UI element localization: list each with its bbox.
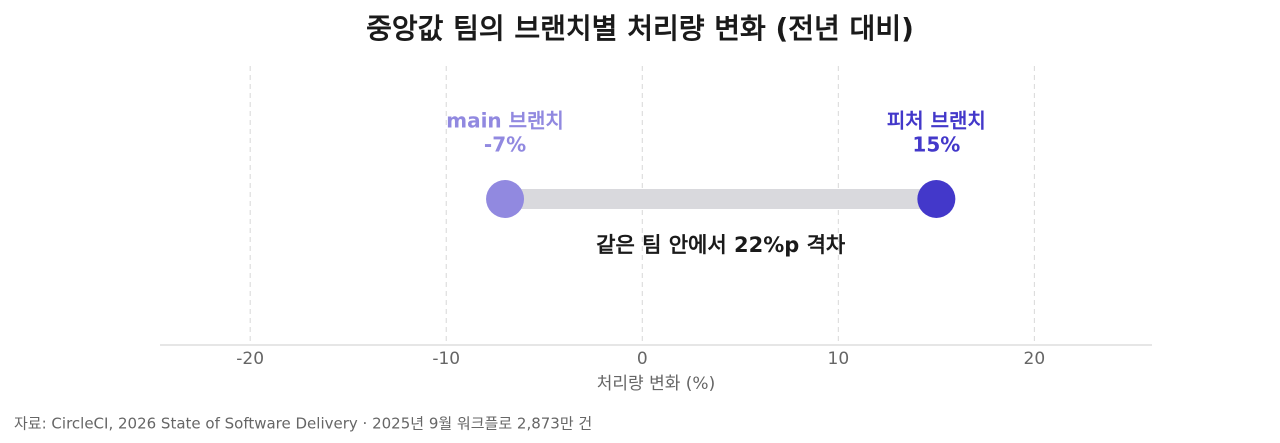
x-tick-label: -20 [236,349,264,369]
x-axis-title: 처리량 변화 (%) [597,374,715,394]
value-label: -7% [484,133,526,157]
dot [917,180,956,218]
value-label: 15% [912,133,960,157]
x-tick-label: 20 [1024,349,1046,369]
chart-title: 중앙값 팀의 브랜치별 처리량 변화 (전년 대비) [366,12,914,45]
x-tick-label: 10 [828,349,850,369]
x-tick-label: 0 [637,349,648,369]
source-note: 자료: CircleCI, 2026 State of Software Del… [14,415,592,433]
series-label: 피처 브랜치 [887,109,986,133]
x-tick-label: -10 [432,349,460,369]
series-label: main 브랜치 [446,109,564,133]
annotation: 같은 팀 안에서 22%p 격차 [596,233,846,257]
dot [486,180,525,218]
